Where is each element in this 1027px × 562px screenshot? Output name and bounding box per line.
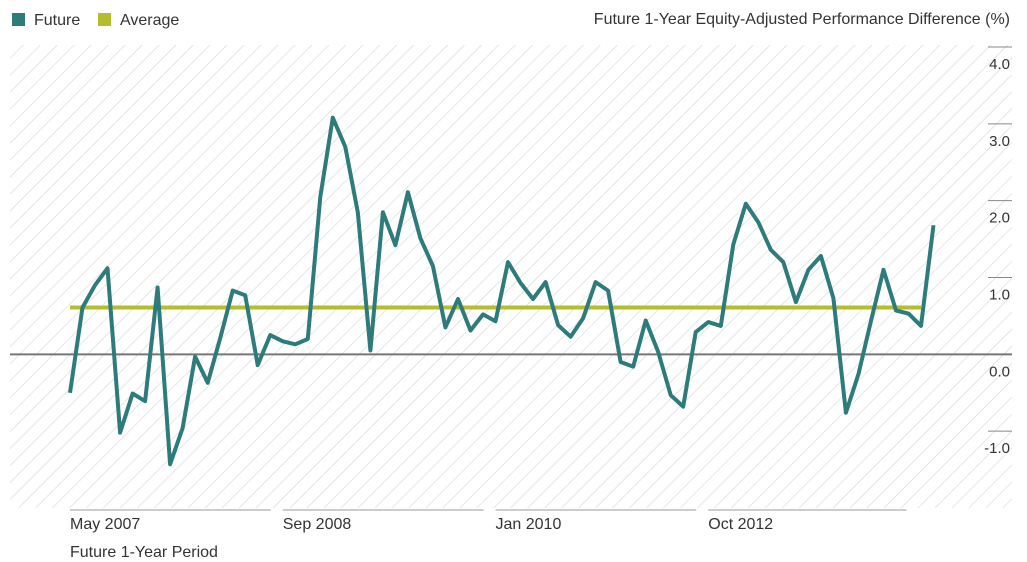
- x-tick-label: May 2007: [70, 516, 140, 533]
- y-tick-label: 4.0: [989, 56, 1010, 73]
- legend-label: Average: [120, 12, 179, 29]
- legend-label: Future: [34, 12, 80, 29]
- y-tick-label: 1.0: [989, 286, 1010, 303]
- x-tick-label: Oct 2012: [708, 516, 773, 533]
- y-tick-label: 2.0: [989, 210, 1010, 227]
- line-series: [68, 115, 936, 467]
- y-tick-label: 3.0: [989, 133, 1010, 150]
- y-tick-label: 0.0: [989, 363, 1010, 380]
- legend-swatch: [12, 13, 25, 26]
- x-axis-title: Future 1-Year Period: [70, 544, 218, 561]
- y-axis-title: Future 1-Year Equity-Adjusted Performanc…: [594, 11, 1010, 28]
- legend-swatch: [98, 13, 111, 26]
- x-tick-label: Sep 2008: [283, 516, 352, 533]
- y-tick-label: -1.0: [984, 440, 1010, 457]
- x-tick-label: Jan 2010: [496, 516, 562, 533]
- plot-background: [10, 45, 1012, 508]
